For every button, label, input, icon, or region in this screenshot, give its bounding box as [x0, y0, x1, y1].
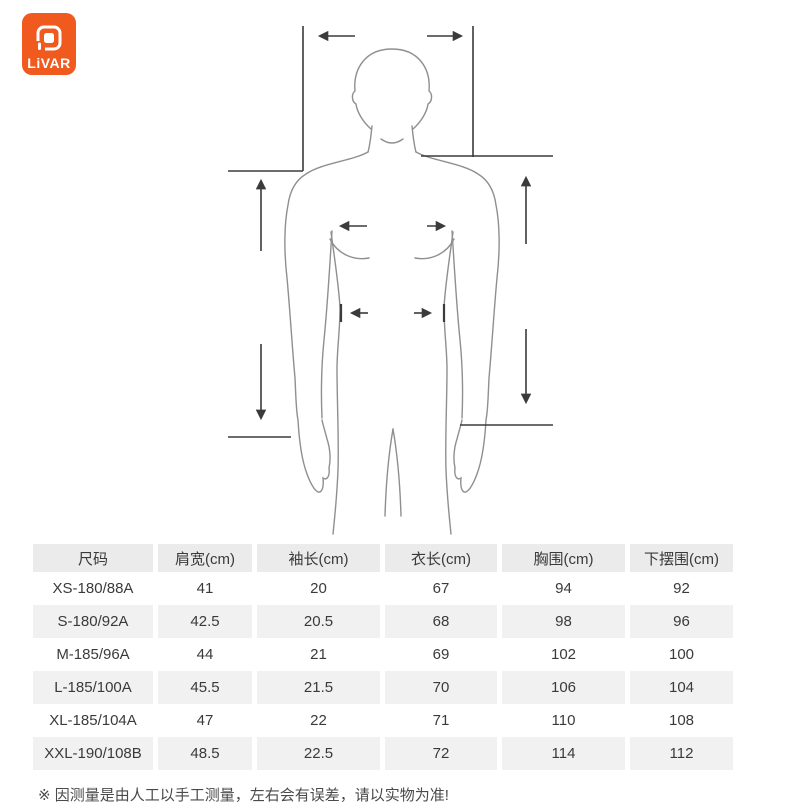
measurement-cell: 71 [432, 712, 450, 729]
measurement-cell: 45.5 [158, 671, 252, 704]
measurement-cell: 72 [385, 737, 497, 770]
brand-logo-text: LiVAR [27, 55, 71, 71]
measurement-cell: 67 [432, 580, 450, 597]
measurement-cell: 41 [196, 580, 214, 597]
table-header-row: 尺码 肩宽(cm) 袖长(cm) 衣长(cm) 胸围(cm) 下摆围(cm) [33, 544, 733, 572]
table-row-S-180/92A: S-180/92A 42.5 20.5 68 98 96 [33, 605, 733, 638]
measurement-cell: 42.5 [158, 605, 252, 638]
measurement-cell: 70 [385, 671, 497, 704]
measurement-cell: 44 [196, 646, 214, 663]
body-measurement-diagram [228, 26, 553, 535]
measurement-cell: 110 [551, 712, 576, 729]
table-row-M-185/96A: M-185/96A 44 21 69 102 100 [33, 638, 728, 671]
size-label-cell: M-185/96A [56, 646, 130, 663]
header-cell-4: 胸围(cm) [502, 544, 625, 572]
measurement-cell: 108 [668, 712, 695, 729]
table-row-L-185/100A: L-185/100A 45.5 21.5 70 106 104 [33, 671, 733, 704]
header-cell-3: 衣长(cm) [385, 544, 497, 572]
header-cell-5: 下摆围(cm) [630, 544, 733, 572]
measurement-disclaimer: ※ 因测量是由人工以手工测量，左右会有误差，请以实物为准! [38, 787, 449, 804]
measurement-cell: 102 [550, 646, 577, 663]
body-outline [284, 48, 500, 535]
header-cell-1: 肩宽(cm) [158, 544, 252, 572]
measurement-cell: 69 [432, 646, 450, 663]
table-body: XS-180/88A 41 20 67 94 92 S-180/92A 42.5 20.5 68 9… [33, 572, 733, 770]
size-table: 尺码 肩宽(cm) 袖长(cm) 衣长(cm) 胸围(cm) 下摆围(cm) XS-180… [33, 544, 733, 770]
size-label-cell: L-185/100A [33, 671, 153, 704]
measurement-cell: 48.5 [158, 737, 252, 770]
measurement-cell: 21 [310, 646, 327, 663]
measurement-cell: 92 [673, 580, 690, 597]
measurement-cell: 20.5 [257, 605, 380, 638]
livar-mark-icon [35, 25, 62, 52]
header-cell-2: 袖长(cm) [257, 544, 380, 572]
measurement-cell: 98 [502, 605, 625, 638]
measurement-cell: 112 [630, 737, 733, 770]
table-row-XL-185/104A: XL-185/104A 47 22 71 110 108 [33, 704, 728, 737]
size-label-cell: XXL-190/108B [33, 737, 153, 770]
measurement-cell: 20 [310, 580, 327, 597]
size-label-cell: S-180/92A [33, 605, 153, 638]
measurement-cell: 114 [502, 737, 625, 770]
measurement-cell: 21.5 [257, 671, 380, 704]
measurement-cell: 96 [630, 605, 733, 638]
measurement-cell: 22.5 [257, 737, 380, 770]
measurement-cell: 106 [502, 671, 625, 704]
measurement-cell: 47 [196, 712, 214, 729]
size-label-cell: XL-185/104A [49, 712, 137, 729]
brand-logo: LiVAR [22, 13, 76, 75]
measurement-cell: 104 [630, 671, 733, 704]
measurement-cell: 22 [310, 712, 327, 729]
measurement-cell: 100 [668, 646, 695, 663]
measurement-cell: 94 [555, 580, 572, 597]
measurement-cell: 68 [385, 605, 497, 638]
measurement-arrows [228, 26, 553, 438]
table-row-XS-180/88A: XS-180/88A 41 20 67 94 92 [33, 572, 728, 605]
header-cell-0: 尺码 [33, 544, 153, 572]
table-row-XXL-190/108B: XXL-190/108B 48.5 22.5 72 114 112 [33, 737, 733, 770]
size-label-cell: XS-180/88A [52, 580, 134, 597]
